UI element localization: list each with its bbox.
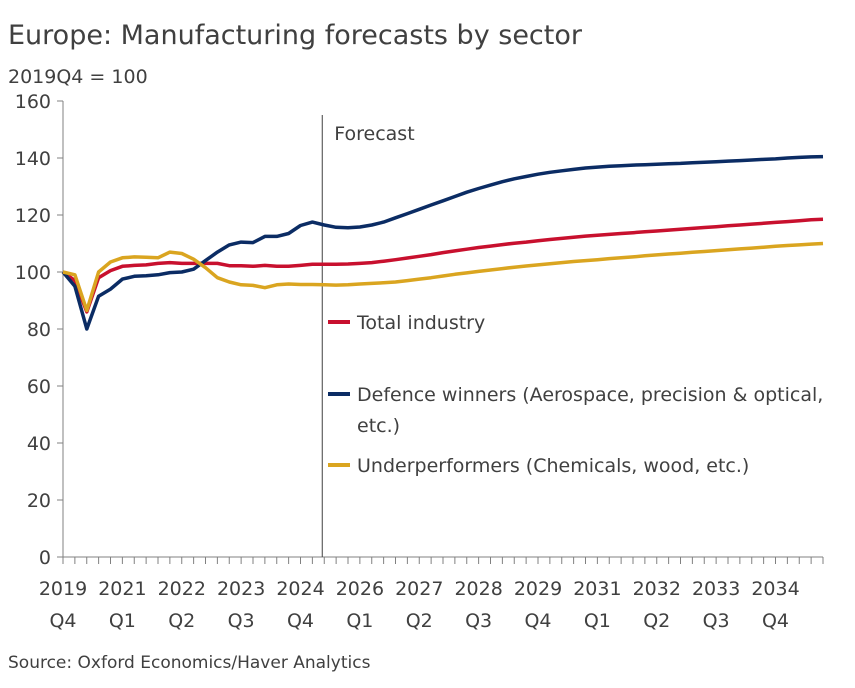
- x-tick-label-quarter: Q2: [643, 610, 670, 632]
- x-tick-label-year: 2019: [39, 578, 87, 600]
- x-tick-label-year: 2024: [276, 578, 324, 600]
- x-tick-label-year: 2021: [98, 578, 146, 600]
- x-axis: 2019 Q4 2021 Q1 2022 Q2 2023 Q3 2024 Q4 2026 Q1 2027…: [39, 556, 824, 632]
- x-tick-label-quarter: Q3: [228, 610, 255, 632]
- legend-label-defence-winners: Defence winners (Aerospace, precision & …: [357, 384, 823, 406]
- x-tick-label-year: 2029: [514, 578, 562, 600]
- series-line-underperformers: [62, 241, 824, 313]
- x-tick-label-year: 2028: [454, 578, 502, 600]
- chart-subtitle: 2019Q4 = 100: [8, 66, 148, 88]
- x-tick-label-year: 2033: [692, 578, 740, 600]
- chart-title: Europe: Manufacturing forecasts by secto…: [8, 20, 583, 51]
- legend-label-underperformers: Underperformers (Chemicals, wood, etc.): [357, 455, 749, 477]
- x-tick-label-quarter: Q3: [703, 610, 730, 632]
- source-note: Source: Oxford Economics/Haver Analytics: [8, 653, 371, 673]
- x-tick-label-quarter: Q1: [109, 610, 136, 632]
- x-tick-label-year: 2026: [336, 578, 384, 600]
- x-tick-label-quarter: Q4: [287, 610, 314, 632]
- y-tick-label: 120: [15, 205, 51, 227]
- x-tick-label-quarter: Q4: [762, 610, 789, 632]
- x-tick-label-year: 2034: [751, 578, 799, 600]
- y-tick-label: 80: [27, 319, 51, 341]
- series-lines: [61, 154, 824, 331]
- y-tick-label: 60: [27, 376, 51, 398]
- x-tick-label-year: 2022: [158, 578, 206, 600]
- forecast-label: Forecast: [334, 123, 414, 145]
- x-tick-label-quarter: Q4: [524, 610, 551, 632]
- x-tick-label-year: 2031: [573, 578, 621, 600]
- legend-label-defence-winners-line2: etc.): [357, 415, 400, 437]
- y-tick-label: 0: [39, 547, 51, 569]
- y-tick-label: 140: [15, 148, 51, 170]
- y-tick-label: 160: [15, 91, 51, 113]
- x-tick-label-quarter: Q2: [168, 610, 195, 632]
- y-tick-label: 20: [27, 490, 51, 512]
- legend-label-total-industry: Total industry: [356, 312, 485, 334]
- y-axis: 0 20 40 60 80 100 120 140 160: [15, 91, 64, 569]
- x-tick-label-quarter: Q1: [584, 610, 611, 632]
- series-line-defence-winners: [61, 154, 824, 331]
- x-tick-label-quarter: Q4: [49, 610, 76, 632]
- x-tick-label-quarter: Q1: [346, 610, 373, 632]
- x-tick-label-year: 2027: [395, 578, 443, 600]
- legend: Total industry Defence winners (Aerospac…: [328, 312, 823, 477]
- x-tick-label-quarter: Q3: [465, 610, 492, 632]
- x-tick-label-year: 2032: [633, 578, 681, 600]
- y-tick-label: 40: [27, 433, 51, 455]
- series-line-total-industry: [61, 217, 824, 314]
- x-tick-label-quarter: Q2: [406, 610, 433, 632]
- y-tick-label: 100: [15, 262, 51, 284]
- x-tick-label-year: 2023: [217, 578, 265, 600]
